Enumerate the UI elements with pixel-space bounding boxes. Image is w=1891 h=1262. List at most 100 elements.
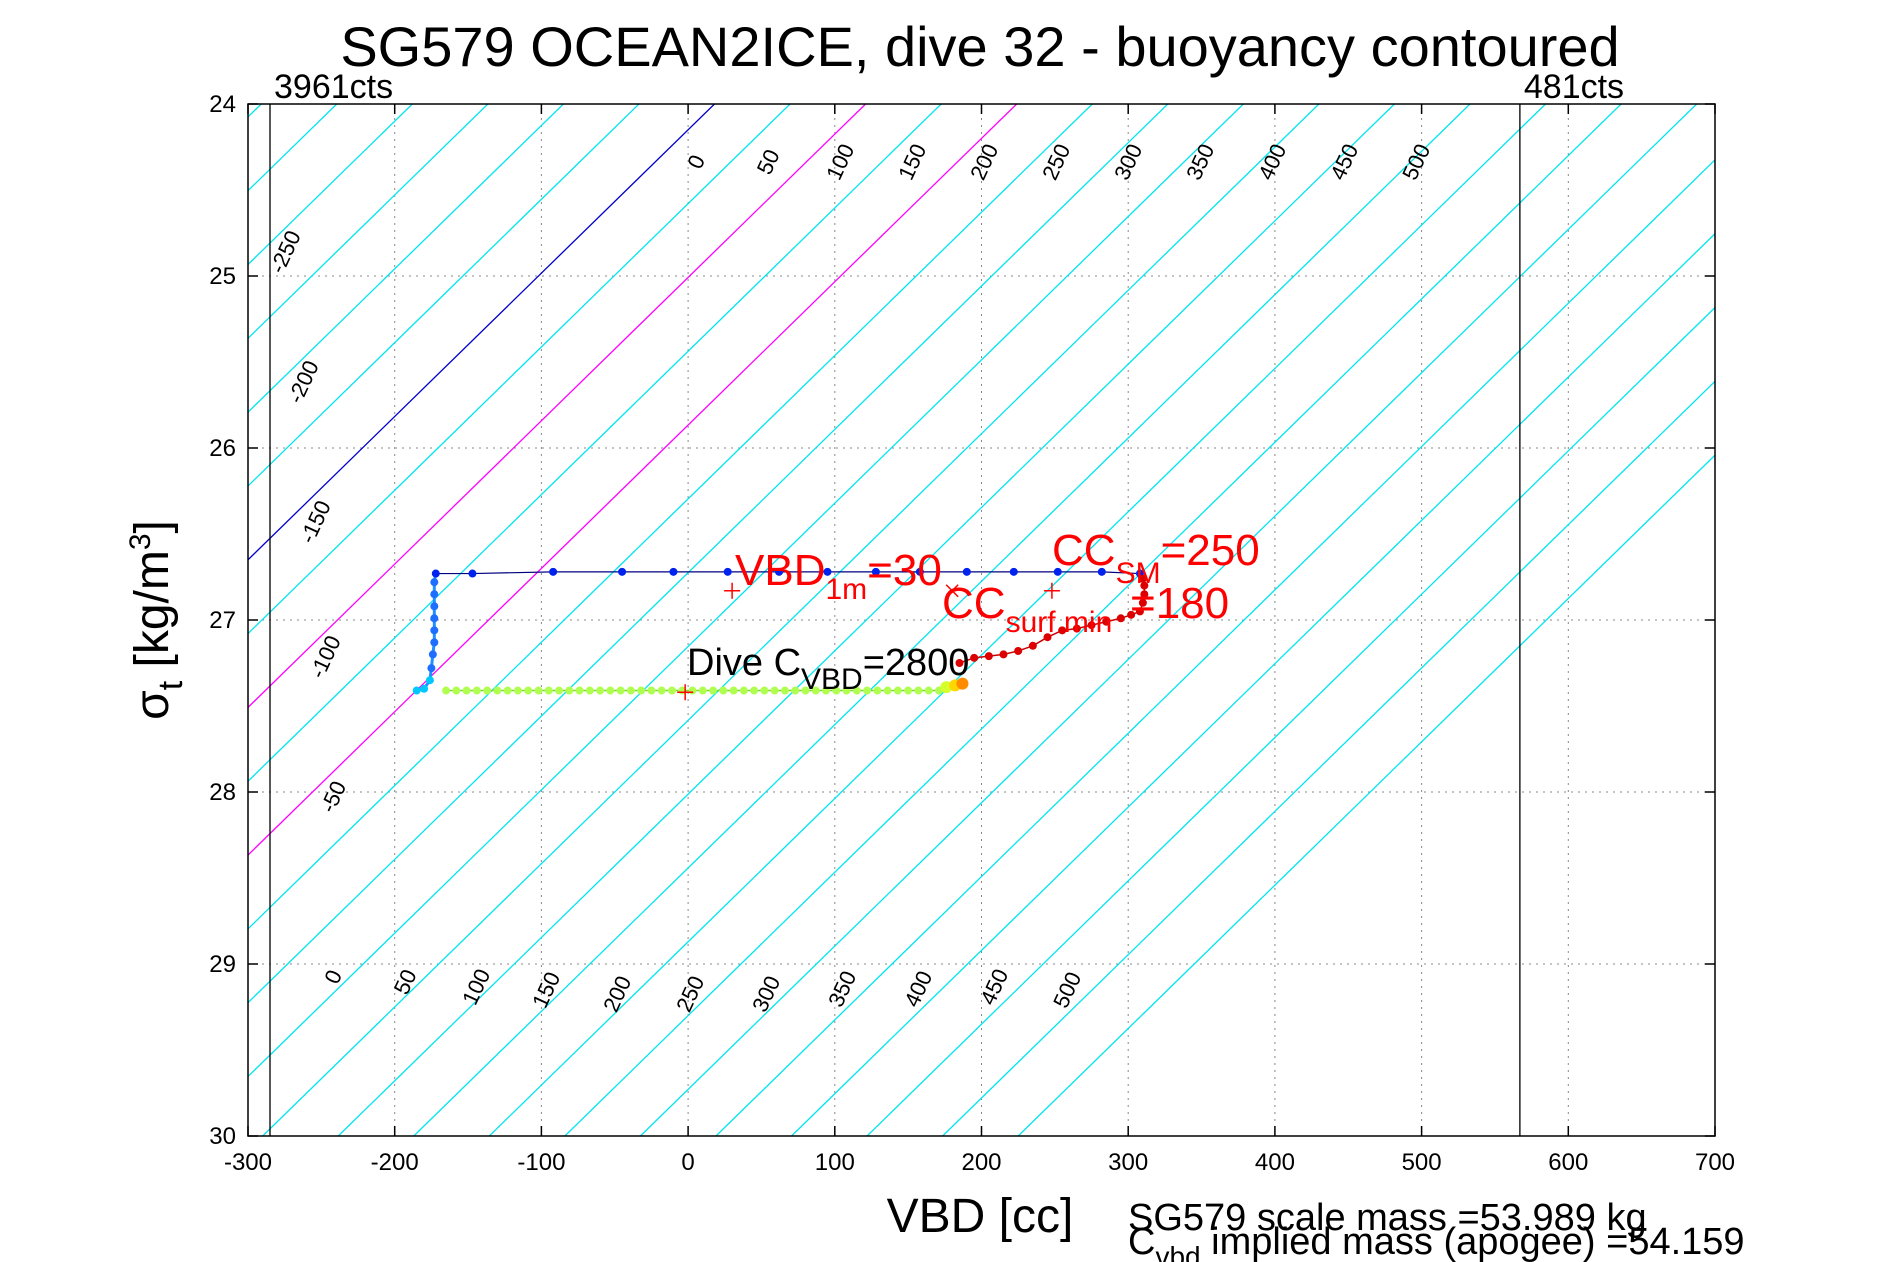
red-point bbox=[1058, 626, 1067, 635]
dive-point bbox=[618, 567, 627, 576]
climb-point bbox=[626, 686, 635, 695]
climb-point bbox=[657, 686, 666, 695]
climb-point bbox=[493, 686, 502, 695]
climb-point bbox=[616, 686, 625, 695]
contour-line bbox=[248, 104, 413, 266]
annotation-cc-surf-sub: surf min bbox=[1006, 606, 1113, 639]
red-point bbox=[1102, 617, 1111, 626]
climb-point bbox=[770, 686, 779, 695]
annotation-vbd1m-main: VBD bbox=[735, 546, 825, 595]
climb-point bbox=[842, 686, 851, 695]
dive-point bbox=[1097, 567, 1106, 576]
contour-label-left: -150 bbox=[295, 497, 336, 547]
dive-point bbox=[1009, 567, 1018, 576]
red-point bbox=[1140, 581, 1149, 590]
climb-point bbox=[483, 686, 492, 695]
annotation-cc-sm: CCSM=250 bbox=[1052, 526, 1260, 590]
red-point bbox=[955, 659, 964, 667]
climb-point bbox=[667, 686, 676, 695]
contour-label-bottom: 500 bbox=[1048, 968, 1086, 1012]
climb-point bbox=[596, 686, 605, 695]
contour-line bbox=[248, 104, 489, 340]
dive-point bbox=[871, 567, 880, 576]
climb-point bbox=[555, 686, 564, 695]
red-point bbox=[1014, 646, 1023, 655]
contour-label-left: -50 bbox=[315, 777, 351, 816]
contour-label-top: 0 bbox=[682, 151, 710, 173]
data-points bbox=[412, 567, 1149, 695]
climb-point bbox=[575, 686, 584, 695]
red-point bbox=[1135, 607, 1144, 616]
red-point bbox=[1072, 624, 1081, 633]
annotation-vbd1m: VBD1m=30 bbox=[735, 546, 942, 606]
contour-line bbox=[0, 104, 110, 1136]
dive-point bbox=[823, 567, 832, 576]
red-point bbox=[1127, 610, 1136, 619]
red-point bbox=[1087, 621, 1096, 630]
contour-line bbox=[248, 104, 867, 709]
x-tick-label: -300 bbox=[224, 1149, 272, 1176]
chart-title: SG579 OCEAN2ICE, dive 32 - buoyancy cont… bbox=[340, 15, 1619, 78]
dive-point bbox=[431, 569, 440, 578]
footer-implied-mass-post: implied mass (apogee) =54.159 bbox=[1201, 1221, 1745, 1262]
descent-point bbox=[412, 686, 421, 695]
climb-point bbox=[914, 686, 923, 695]
x-tick-label: 300 bbox=[1108, 1149, 1148, 1176]
descent-point bbox=[430, 626, 439, 635]
contour-line bbox=[248, 104, 1093, 930]
red-point bbox=[1116, 614, 1125, 623]
climb-point bbox=[811, 686, 820, 695]
contour-line bbox=[248, 104, 1018, 856]
contour-line bbox=[337, 104, 1395, 1136]
dive-point bbox=[1053, 567, 1062, 576]
x-tick-label: 200 bbox=[961, 1149, 1001, 1176]
footer-implied-mass-sub: vbd bbox=[1155, 1241, 1200, 1262]
contour-line bbox=[488, 104, 1547, 1136]
contour-label-bottom: 450 bbox=[975, 965, 1013, 1009]
contour-line bbox=[1017, 454, 1715, 1136]
contour-line bbox=[262, 104, 1320, 1136]
contour-label-left: -100 bbox=[305, 632, 346, 682]
annotation-cc-sm-sub: SM bbox=[1116, 557, 1161, 590]
red-point bbox=[1140, 590, 1149, 599]
buoyancy-contours bbox=[0, 104, 1715, 1136]
contour-line bbox=[248, 104, 715, 561]
y-tick-label: 24 bbox=[209, 91, 236, 118]
climb-point bbox=[513, 686, 522, 695]
x-tick-label: 100 bbox=[815, 1149, 855, 1176]
climb-point bbox=[832, 686, 841, 695]
contour-line bbox=[248, 104, 1169, 1004]
contour-line bbox=[564, 104, 1622, 1136]
climb-point bbox=[873, 686, 882, 695]
climb-point bbox=[760, 686, 769, 695]
y-label-sub: t bbox=[152, 680, 190, 690]
descent-point bbox=[428, 650, 437, 659]
climb-point bbox=[780, 686, 789, 695]
climb-point bbox=[924, 686, 933, 695]
climb-point bbox=[606, 686, 615, 695]
descent-point bbox=[430, 614, 439, 623]
x-tick-label: 500 bbox=[1402, 1149, 1442, 1176]
climb-point bbox=[883, 686, 892, 695]
contour-label-left: -250 bbox=[265, 227, 306, 277]
contour-label-top: 100 bbox=[821, 140, 859, 184]
dive-point bbox=[723, 567, 732, 576]
climb-point bbox=[637, 686, 646, 695]
red-point bbox=[1028, 641, 1037, 650]
climb-point bbox=[750, 686, 759, 695]
markers bbox=[677, 582, 1060, 701]
climb-point bbox=[544, 686, 553, 695]
annotation-cc-surf: CCsurf min bbox=[942, 579, 1112, 639]
annotation-dive-cvbd-sub: VBD bbox=[801, 663, 863, 696]
contour-label-bottom: 250 bbox=[671, 972, 709, 1016]
contour-label-top: 150 bbox=[893, 140, 931, 184]
y-tick-label: 27 bbox=[209, 607, 236, 634]
descent-point bbox=[430, 602, 439, 611]
contour-label-bottom: 150 bbox=[527, 968, 565, 1012]
footer-implied-mass: Cvbd implied mass (apogee) =54.159 bbox=[1128, 1221, 1745, 1262]
contour-line bbox=[413, 104, 1471, 1136]
descent-point bbox=[420, 684, 429, 693]
annotation-vbd1m-sub: 1m bbox=[825, 573, 867, 606]
climb-point bbox=[585, 686, 594, 695]
